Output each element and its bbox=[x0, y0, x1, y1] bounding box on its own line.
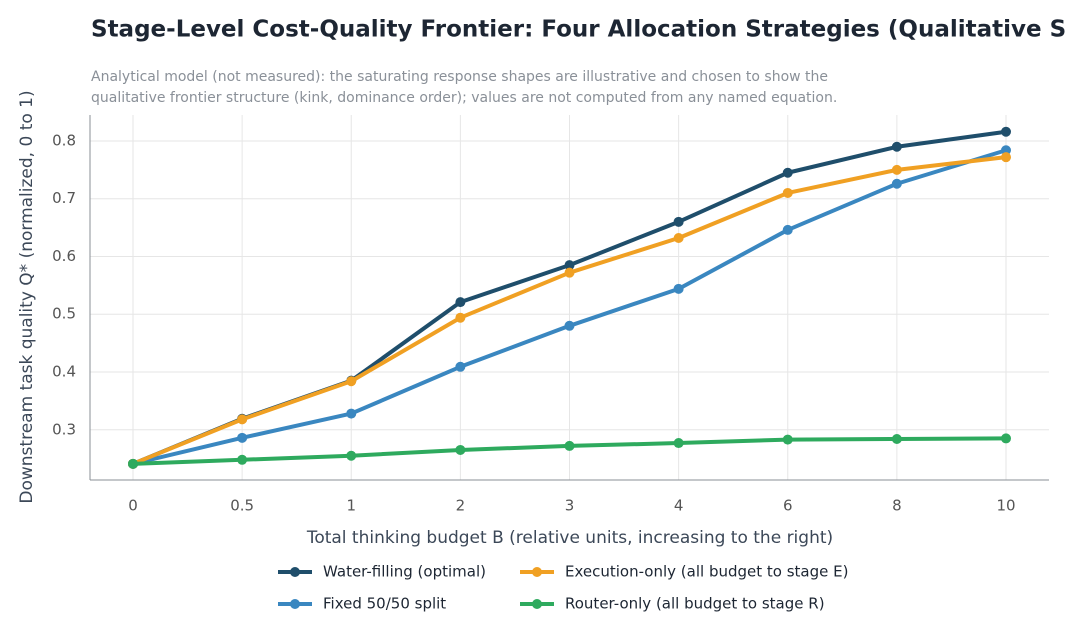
data-point bbox=[782, 167, 793, 178]
data-point bbox=[455, 361, 466, 372]
data-point bbox=[128, 458, 138, 469]
data-point bbox=[564, 267, 575, 278]
x-tick-label: 8 bbox=[892, 497, 902, 515]
y-axis-label: Downstream task quality Q* (normalized, … bbox=[17, 90, 37, 503]
x-tick-label: 0 bbox=[128, 497, 138, 515]
legend-label: Fixed 50/50 split bbox=[323, 595, 446, 613]
legend-swatch bbox=[532, 567, 542, 577]
legend-swatch bbox=[290, 567, 300, 577]
legend-label: Execution-only (all budget to stage E) bbox=[565, 563, 848, 581]
x-tick-label: 0.5 bbox=[230, 497, 254, 515]
y-tick-label: 0.7 bbox=[52, 189, 76, 207]
x-tick-label: 2 bbox=[456, 497, 466, 515]
legend-swatch bbox=[532, 599, 542, 609]
data-point bbox=[673, 438, 684, 449]
data-point bbox=[782, 224, 793, 235]
data-point bbox=[673, 233, 684, 244]
data-point bbox=[346, 408, 357, 419]
y-tick-label: 0.3 bbox=[52, 420, 76, 438]
data-point bbox=[782, 434, 793, 445]
data-point bbox=[782, 187, 793, 198]
data-point bbox=[237, 414, 248, 425]
y-tick-label: 0.6 bbox=[52, 247, 76, 265]
data-point bbox=[237, 454, 248, 465]
data-point bbox=[1001, 152, 1011, 163]
data-point bbox=[346, 450, 357, 461]
data-point bbox=[673, 216, 684, 227]
data-point bbox=[891, 178, 902, 189]
x-tick-label: 6 bbox=[783, 497, 793, 515]
x-tick-label: 3 bbox=[565, 497, 575, 515]
data-point bbox=[1001, 126, 1011, 137]
x-tick-label: 10 bbox=[996, 497, 1015, 515]
subtitle: qualitative frontier structure (kink, do… bbox=[91, 90, 837, 106]
subtitle: Analytical model (not measured): the sat… bbox=[91, 69, 828, 85]
x-tick-label: 1 bbox=[346, 497, 356, 515]
legend-label: Water-filling (optimal) bbox=[323, 563, 486, 581]
data-point bbox=[891, 164, 902, 175]
y-tick-label: 0.8 bbox=[52, 131, 76, 149]
chart-title: Stage-Level Cost-Quality Frontier: Four … bbox=[91, 17, 1065, 43]
data-point bbox=[346, 376, 357, 387]
y-tick-label: 0.4 bbox=[52, 363, 76, 381]
data-point bbox=[455, 444, 466, 455]
legend-label: Router-only (all budget to stage R) bbox=[565, 595, 825, 613]
data-point bbox=[564, 260, 575, 271]
data-point bbox=[891, 433, 902, 444]
data-point bbox=[455, 297, 466, 308]
data-point bbox=[237, 432, 248, 443]
x-tick-label: 4 bbox=[674, 497, 684, 515]
data-point bbox=[564, 440, 575, 451]
data-point bbox=[1001, 433, 1011, 444]
data-point bbox=[564, 320, 575, 331]
x-axis-label: Total thinking budget B (relative units,… bbox=[306, 528, 833, 548]
legend-swatch bbox=[290, 599, 300, 609]
data-point bbox=[673, 283, 684, 294]
y-tick-label: 0.5 bbox=[52, 305, 76, 323]
data-point bbox=[891, 141, 902, 152]
data-point bbox=[1001, 145, 1011, 156]
data-point bbox=[455, 312, 466, 323]
